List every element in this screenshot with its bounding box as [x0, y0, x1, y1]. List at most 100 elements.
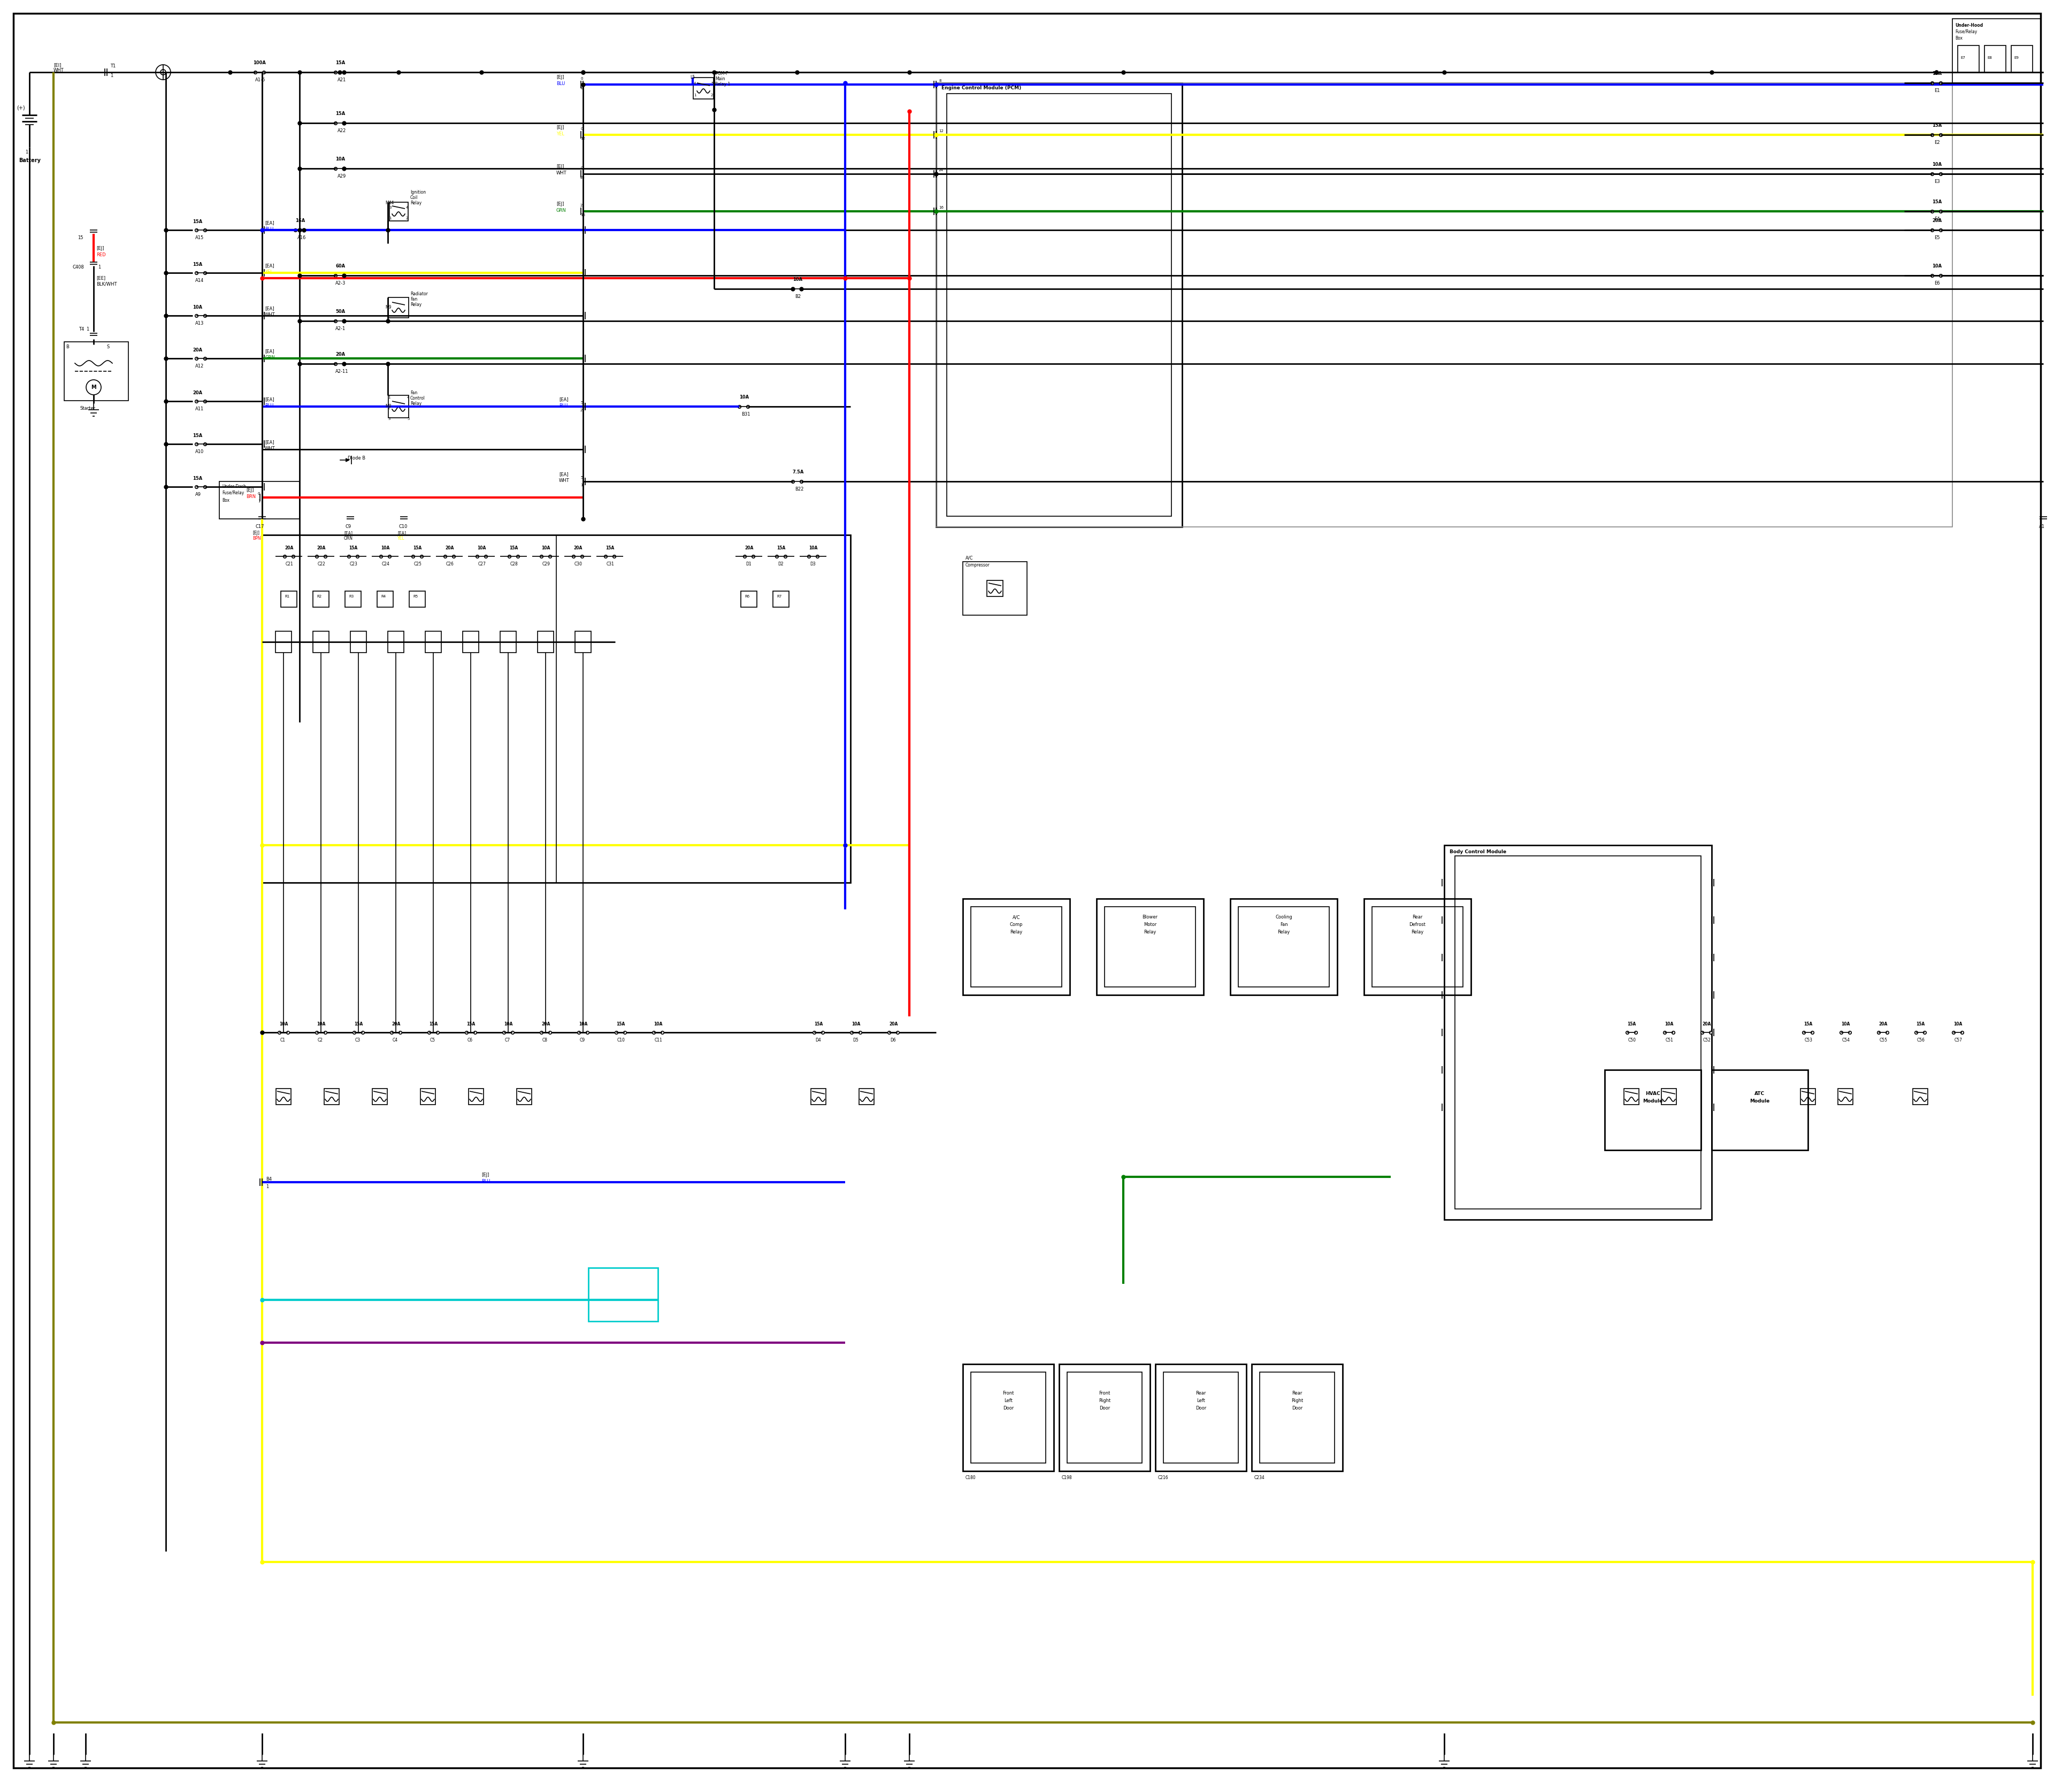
Text: T1: T1 [111, 65, 115, 68]
Text: Rear: Rear [1195, 1391, 1206, 1396]
Text: WHT: WHT [557, 170, 567, 176]
Text: Relay 1: Relay 1 [715, 82, 731, 86]
Bar [937, 82, 1183, 527]
Text: 10A: 10A [316, 1021, 325, 1027]
Bar [947, 93, 1171, 516]
Text: BLU: BLU [265, 403, 273, 409]
Text: BLU: BLU [559, 403, 567, 409]
Text: [EA]: [EA] [265, 349, 273, 353]
Bar [312, 631, 329, 652]
Text: 15A: 15A [813, 1021, 824, 1027]
Text: [EJ]: [EJ] [97, 246, 105, 251]
Bar [378, 591, 392, 607]
Text: 1: 1 [259, 500, 261, 504]
Bar [518, 1088, 532, 1104]
Text: 15A: 15A [616, 1021, 624, 1027]
Bar [388, 297, 409, 317]
Bar [1662, 1088, 1676, 1104]
Text: Module: Module [1750, 1098, 1771, 1104]
Bar [972, 1373, 1045, 1462]
Bar [937, 82, 1953, 527]
Text: Engine Control Module (PCM): Engine Control Module (PCM) [941, 86, 1021, 90]
Text: GRN: GRN [265, 355, 275, 360]
Text: BLU: BLU [557, 81, 565, 86]
Text: [EJ]: [EJ] [557, 202, 565, 206]
Text: C22: C22 [318, 561, 327, 566]
Text: Box: Box [222, 498, 230, 504]
Bar [1604, 1070, 1701, 1150]
Text: 1: 1 [388, 217, 390, 220]
Text: Battery: Battery [18, 158, 41, 163]
Text: C23: C23 [349, 561, 357, 566]
Text: 15A: 15A [606, 545, 614, 550]
Text: 5: 5 [407, 418, 409, 421]
Text: Control: Control [411, 396, 425, 401]
Text: 1: 1 [99, 265, 101, 269]
Text: 15A: 15A [776, 545, 785, 550]
Text: A22: A22 [337, 129, 347, 133]
Bar [772, 591, 789, 607]
Text: 4: 4 [694, 82, 696, 84]
Text: A12: A12 [195, 364, 203, 369]
Bar [1801, 1088, 1816, 1104]
Text: C9: C9 [579, 1038, 585, 1043]
Bar [963, 898, 1070, 995]
Text: WHT: WHT [53, 68, 64, 73]
Text: 10A: 10A [335, 156, 345, 161]
Text: Radiator: Radiator [411, 292, 427, 296]
Text: 5: 5 [711, 82, 713, 84]
Text: 1: 1 [111, 73, 113, 79]
Text: C31: C31 [606, 561, 614, 566]
Bar [741, 591, 756, 607]
Bar [575, 631, 592, 652]
Text: [EA]: [EA] [265, 263, 273, 269]
Text: M9: M9 [386, 305, 390, 310]
Text: C27: C27 [479, 561, 487, 566]
Text: E3: E3 [1935, 179, 1939, 185]
Bar [1372, 907, 1462, 987]
Text: 1: 1 [581, 484, 583, 487]
Text: 16A: 16A [296, 219, 306, 222]
Text: YEL: YEL [557, 131, 565, 136]
Text: Compressor: Compressor [965, 563, 990, 568]
Bar [963, 1364, 1054, 1471]
Text: M8: M8 [386, 403, 390, 409]
Text: Rear: Rear [1292, 1391, 1302, 1396]
Text: C50: C50 [1629, 1038, 1637, 1043]
Text: [EJ]: [EJ] [557, 125, 565, 131]
Text: 10A: 10A [852, 1021, 861, 1027]
Text: A21: A21 [337, 77, 347, 82]
Text: 20A: 20A [573, 545, 581, 550]
Text: 7.5A: 7.5A [793, 470, 805, 475]
Text: 15A: 15A [1933, 199, 1941, 204]
Text: R2: R2 [316, 595, 322, 599]
Bar [345, 591, 362, 607]
Text: 15A: 15A [335, 61, 345, 65]
Text: C6: C6 [468, 1038, 472, 1043]
Text: C26: C26 [446, 561, 454, 566]
Text: [EJ]: [EJ] [253, 530, 259, 536]
Bar [372, 1088, 388, 1104]
Text: 12: 12 [581, 136, 585, 140]
Text: 0: 0 [581, 127, 583, 131]
Text: M44: M44 [386, 201, 394, 206]
Text: 15A: 15A [193, 434, 203, 437]
Text: Relay: Relay [411, 303, 421, 306]
Bar [1230, 898, 1337, 995]
Text: C24: C24 [382, 561, 390, 566]
Bar [468, 1088, 483, 1104]
Bar [425, 631, 442, 652]
Bar [275, 1088, 292, 1104]
Text: C11: C11 [655, 1038, 663, 1043]
Bar [388, 396, 409, 418]
Text: [EA]: [EA] [559, 396, 569, 401]
Bar [351, 631, 366, 652]
Bar [499, 631, 516, 652]
Text: 2: 2 [711, 93, 713, 97]
Text: Under-Dash: Under-Dash [222, 484, 246, 489]
Text: C180: C180 [965, 1475, 976, 1480]
Bar [462, 631, 479, 652]
Text: Ignition: Ignition [411, 190, 425, 195]
Text: 4: 4 [407, 206, 409, 210]
Text: 5: 5 [581, 477, 583, 478]
